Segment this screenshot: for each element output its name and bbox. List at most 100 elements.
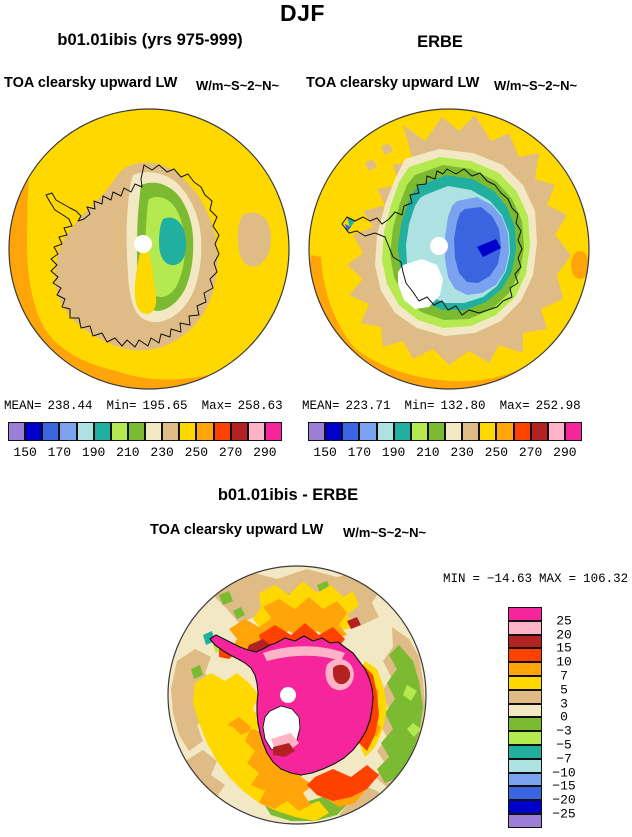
colorbar-swatch xyxy=(393,422,411,441)
min-value: 195.65 xyxy=(142,399,188,413)
colorbar-swatch xyxy=(530,422,548,441)
var-units-erbe: W/m~S~2~N~ xyxy=(494,78,578,93)
colorbar-tick-label: 170 xyxy=(47,445,72,460)
colorbar-tick-label: 230 xyxy=(450,445,474,460)
diff-pink-rim xyxy=(263,646,345,661)
stats-erbe: MEAN= 223.71 Min= 132.80 Max= 252.98 xyxy=(302,399,595,413)
max-value: 252.98 xyxy=(535,399,581,413)
colorbar-swatch xyxy=(508,800,542,814)
colorbar-swatch xyxy=(508,607,542,621)
colorbar-swatch xyxy=(508,772,542,787)
polar-map-diff xyxy=(167,565,427,825)
colorbar-tick-label: 7 xyxy=(560,668,568,684)
colorbar-tick-label: 190 xyxy=(81,445,106,460)
map-model-layers xyxy=(9,109,289,389)
colorbar-swatch xyxy=(410,422,428,441)
colorbar-model xyxy=(8,422,282,441)
colorbar-swatch xyxy=(427,422,445,441)
figure-title: DJF xyxy=(280,0,325,26)
antarctica-coastline xyxy=(45,164,220,348)
ross-shelf-gap xyxy=(398,259,443,309)
stats-model: MEAN= 238.44 Min= 195.65 Max= 258.63 xyxy=(4,399,297,413)
colorbar-tick-label: −7 xyxy=(556,751,572,767)
polar-map-model xyxy=(8,108,290,390)
max-label: Max= xyxy=(499,399,530,413)
colorbar-tick-label: 15 xyxy=(556,640,572,656)
colorbar-swatch xyxy=(508,648,542,663)
colorbar-swatch xyxy=(445,422,463,441)
colorbar-tick-label: −20 xyxy=(552,792,576,808)
diff-inner-darkred xyxy=(333,664,351,685)
max-label: Max= xyxy=(201,399,232,413)
map-outline xyxy=(8,108,290,390)
colorbar-swatch xyxy=(376,422,394,441)
colorbar-tick-label: 170 xyxy=(347,445,372,460)
equals-sign: = xyxy=(472,572,481,586)
max-value: 258.63 xyxy=(237,399,283,413)
colorbar-swatch xyxy=(162,422,180,441)
mean-value: 223.71 xyxy=(345,399,391,413)
colorbar-swatch xyxy=(508,786,542,801)
colorbar-tick-label: −3 xyxy=(556,723,572,739)
colorbar-swatch xyxy=(508,758,542,773)
colorbar-tick-label: 210 xyxy=(416,445,440,460)
min-value: 132.80 xyxy=(440,399,486,413)
colorbar-tick-label: 290 xyxy=(253,445,277,460)
diff-min-value: −14.63 xyxy=(487,572,533,586)
colorbar-tick-label: 5 xyxy=(560,682,568,698)
colorbar-swatch xyxy=(213,422,231,441)
colorbar-swatch xyxy=(179,422,197,441)
colorbar-tick-label: 290 xyxy=(553,445,577,460)
colorbar-swatch xyxy=(325,422,343,441)
colorbar-tick-label: 270 xyxy=(218,445,243,460)
colorbar-tick-label: −15 xyxy=(552,778,576,794)
diff-var-units: W/m~S~2~N~ xyxy=(343,525,427,540)
colorbar-model-ticks: 150 170 190 210 230 250 270 290 xyxy=(8,445,282,461)
colorbar-tick-label: −5 xyxy=(556,737,572,753)
var-name-erbe: TOA clearsky upward LW xyxy=(306,75,480,91)
min-label: Min= xyxy=(106,399,137,413)
map-diff-layers xyxy=(168,566,426,824)
colorbar-swatch xyxy=(513,422,531,441)
var-units-model: W/m~S~2~N~ xyxy=(196,78,280,93)
colorbar-tick-label: 150 xyxy=(13,445,37,460)
colorbar-tick-label: 10 xyxy=(556,654,572,670)
colorbar-swatch xyxy=(508,620,542,635)
colorbar-swatch xyxy=(547,422,565,441)
ross-sea-inlet xyxy=(134,249,157,314)
colorbar-swatch xyxy=(42,422,60,441)
contour-navy xyxy=(477,239,501,257)
diff-green xyxy=(377,645,423,783)
equals-sign: = xyxy=(568,572,577,586)
colorbar-swatch xyxy=(462,422,480,441)
diff-minmax: MIN = −14.63 MAX = 106.32 xyxy=(443,572,628,586)
diff-var-name: TOA clearsky upward LW xyxy=(150,522,324,538)
colorbar-swatch xyxy=(496,422,514,441)
polar-map-erbe xyxy=(308,108,590,390)
colorbar-swatch xyxy=(230,422,248,441)
colorbar-swatch xyxy=(8,422,26,441)
map-erbe-layers xyxy=(309,109,589,389)
colorbar-swatch xyxy=(264,422,282,441)
colorbar-swatch xyxy=(508,717,542,732)
colorbar-tick-label: 3 xyxy=(560,696,568,712)
colorbar-tick-label: 270 xyxy=(518,445,543,460)
pole-dot xyxy=(280,687,296,703)
panel-title-erbe: ERBE xyxy=(417,33,463,51)
colorbar-swatch xyxy=(508,731,542,745)
var-name-model: TOA clearsky upward LW xyxy=(4,75,178,91)
diff-title: b01.01ibis - ERBE xyxy=(217,486,359,504)
diff-max-value: 106.32 xyxy=(583,572,629,586)
colorbar-swatch xyxy=(508,703,542,718)
colorbar-swatch xyxy=(110,422,128,441)
colorbar-erbe xyxy=(308,422,582,441)
colorbar-swatch xyxy=(508,662,542,676)
min-label: Min= xyxy=(404,399,435,413)
diff-max-label: MAX xyxy=(539,572,562,586)
colorbar-tick-label: 20 xyxy=(556,627,572,643)
colorbar-tick-label: 0 xyxy=(560,709,568,725)
colorbar-swatch xyxy=(508,634,542,649)
colorbar-tick-label: −10 xyxy=(552,765,576,781)
mean-label: MEAN= xyxy=(302,399,340,413)
